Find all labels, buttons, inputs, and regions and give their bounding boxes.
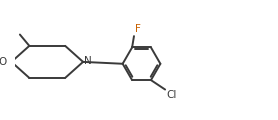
Text: F: F xyxy=(135,24,141,34)
Text: Cl: Cl xyxy=(166,90,177,100)
Text: N: N xyxy=(84,56,92,66)
Text: O: O xyxy=(0,57,7,67)
